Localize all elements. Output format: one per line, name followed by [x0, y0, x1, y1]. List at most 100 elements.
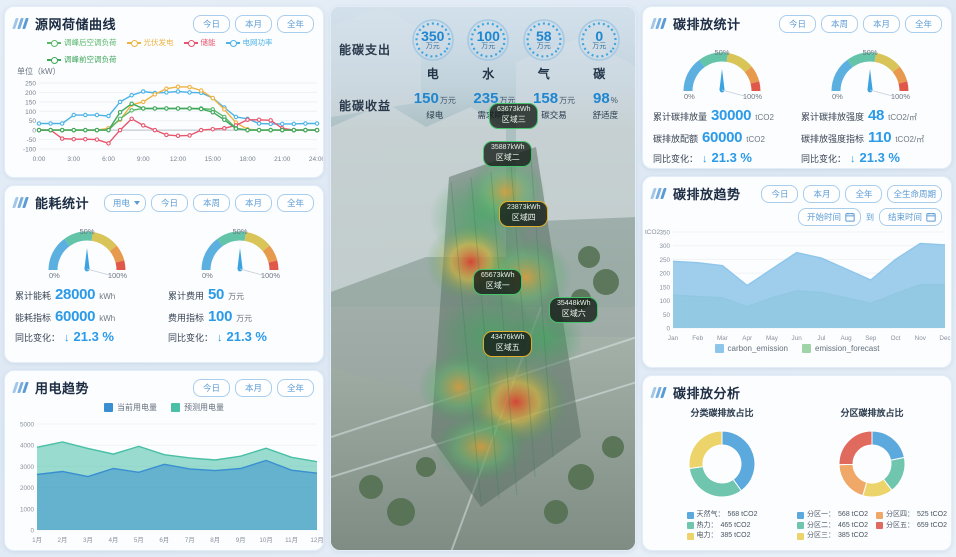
legend-item[interactable]: 预测用电量: [171, 402, 224, 413]
tab-week[interactable]: 本周: [192, 193, 230, 212]
panel-title-carbon-stats: 碳排放统计: [673, 17, 741, 32]
expense-kpi[interactable]: 350 万元 电: [410, 17, 456, 82]
zone-tooltip[interactable]: 63673kWh 区域三: [489, 103, 539, 129]
tab-month[interactable]: 本月: [234, 14, 272, 33]
tab-month[interactable]: 本月: [234, 193, 272, 212]
legend-item[interactable]: 当前用电量: [104, 402, 157, 413]
tab-year[interactable]: 全年: [276, 14, 314, 33]
tab-month[interactable]: 本月: [803, 184, 841, 203]
metric-value: 60000: [702, 128, 743, 146]
svg-text:5000: 5000: [20, 422, 35, 429]
gauge-dial: 50% 0% 100%: [201, 227, 280, 280]
tab-year[interactable]: 全年: [276, 193, 314, 212]
svg-text:-50: -50: [27, 137, 37, 144]
kpi-caption: 舒适度: [592, 109, 619, 120]
income-kpi[interactable]: 98% 舒适度: [592, 90, 619, 121]
gauge-dial: 50% 0% 100%: [683, 48, 762, 101]
energy-type-select[interactable]: 用电: [103, 193, 146, 212]
metric-value: 28000: [55, 286, 96, 303]
zone-tooltip[interactable]: 23873kWh 区域四: [499, 201, 549, 227]
panel-title-energy-stats: 能耗统计: [35, 196, 90, 211]
legend-value: 659 tCO2: [917, 521, 947, 529]
legend-item[interactable]: 调峰后空调负荷: [47, 37, 117, 48]
legend-swatch-icon: [714, 344, 724, 353]
start-date-input[interactable]: 开始时间: [797, 208, 861, 226]
svg-text:Jan: Jan: [668, 335, 679, 342]
legend-item[interactable]: 电网功率: [225, 37, 273, 48]
svg-text:4月: 4月: [108, 536, 118, 544]
legend-label: 调峰前空调负荷: [64, 55, 117, 64]
tab-lifecycle[interactable]: 全生命周期: [887, 184, 942, 203]
legend-marker-icon: [126, 39, 141, 47]
legend-item[interactable]: 热力： 465 tCO2: [686, 521, 758, 532]
gauge-metric-row: 累计碳排放量 30000 tCO2: [653, 105, 793, 127]
legend-item[interactable]: 电力： 385 tCO2: [686, 531, 758, 542]
legend-item[interactable]: 分区二： 465 tCO2: [797, 521, 868, 532]
tab-today[interactable]: 今日: [150, 193, 188, 212]
donut-title: 分类碳排放占比: [690, 408, 754, 418]
zone-tooltip[interactable]: 65673kWh 区域一: [473, 269, 523, 295]
income-kpi[interactable]: 158万元 碳交易: [533, 90, 575, 121]
zone-tooltip[interactable]: 43476kWh 区域五: [483, 331, 533, 357]
legend-swatch-icon: [802, 344, 811, 353]
metric-label: 能耗指标: [15, 312, 52, 323]
legend-label: 分区一：: [807, 511, 836, 518]
svg-text:1月: 1月: [32, 536, 42, 544]
zone-value: 35887kWh: [491, 144, 525, 151]
legend-item[interactable]: carbon_emission: [714, 344, 788, 353]
legend-value: 568 tCO2: [838, 511, 868, 518]
legend-item[interactable]: 分区五： 659 tCO2: [876, 521, 947, 532]
tab-year[interactable]: 全年: [904, 14, 942, 33]
tab-today[interactable]: 今日: [778, 14, 816, 33]
svg-text:8月: 8月: [210, 536, 220, 544]
panel-title-carbon-trend: 碳排放趋势: [673, 187, 741, 202]
svg-text:6月: 6月: [159, 536, 169, 544]
zone-name: 区域三: [501, 114, 526, 124]
kpi-unit: 万元: [425, 42, 440, 50]
tab-month[interactable]: 本月: [862, 14, 900, 33]
legend-item[interactable]: 光伏发电: [126, 37, 174, 48]
svg-text:May: May: [766, 335, 779, 342]
legend-item[interactable]: 分区三： 385 tCO2: [797, 531, 868, 542]
tab-year[interactable]: 全年: [276, 378, 314, 397]
zone-tooltip[interactable]: 35887kWh 区域二: [483, 141, 533, 167]
zone-tooltip[interactable]: 35448kWh 区域六: [549, 297, 599, 323]
svg-text:200: 200: [25, 90, 36, 97]
end-date-input[interactable]: 结束时间: [878, 208, 942, 226]
svg-text:0%: 0%: [49, 271, 60, 280]
legend-item[interactable]: 分区四： 525 tCO2: [876, 510, 947, 521]
expense-kpi[interactable]: 100 万元 水: [465, 17, 511, 82]
date-range-controls: 开始时间 到 结束时间: [643, 205, 951, 226]
panel-source-grid-curve: 源网荷储曲线 今日 本月 全年 调峰后空调负荷 光伏发电 储能 电网功率 调峰前…: [4, 6, 324, 178]
gauge-delta-row: 同比变化： ↓ 21.3 %: [653, 149, 793, 168]
panel-3d-campus-view[interactable]: 能碳支出 350 万元 电 100 万元 水: [330, 6, 636, 551]
expense-kpi[interactable]: 58 万元 气: [521, 17, 567, 82]
legend-label: 储能: [200, 38, 216, 47]
tab-month[interactable]: 本月: [234, 378, 272, 397]
expense-kpi[interactable]: 0 万元 碳: [576, 17, 622, 82]
svg-text:tCO2: tCO2: [645, 229, 661, 236]
metric-unit: 万元: [236, 313, 253, 323]
metric-unit: tCO2/㎡: [888, 113, 918, 122]
tab-today[interactable]: 今日: [761, 184, 799, 203]
gauge-group-carbon: 50% 0% 100% 累计碳排放量 30000 tCO2 碳排放配额 6000…: [643, 35, 951, 168]
legend-item[interactable]: 调峰前空调负荷: [47, 54, 117, 65]
legend-item[interactable]: 天然气： 568 tCO2: [686, 510, 757, 521]
legend-item[interactable]: emission_forecast: [802, 344, 879, 353]
tab-year[interactable]: 全年: [845, 184, 883, 203]
svg-text:0: 0: [30, 528, 34, 535]
legend-label: 分区四：: [886, 511, 914, 518]
tab-week[interactable]: 本周: [820, 14, 858, 33]
legend-swatch-icon: [171, 403, 180, 412]
kpi-unit: 万元: [499, 96, 516, 105]
svg-text:100%: 100%: [107, 271, 127, 280]
donut-legend-column: 分区一： 568 tCO2 分区二： 465 tCO2 分区三： 385 tCO…: [797, 510, 868, 542]
gauge-metric-row: 累计能耗 28000 kWh: [15, 284, 160, 306]
tab-today[interactable]: 今日: [192, 14, 230, 33]
tab-today[interactable]: 今日: [192, 378, 230, 397]
metric-label: 累计碳排放强度: [801, 112, 865, 122]
legend-item[interactable]: 分区一： 568 tCO2: [797, 510, 868, 521]
income-kpi[interactable]: 150万元 绿电: [414, 90, 456, 121]
legend-item[interactable]: 储能: [183, 37, 216, 48]
gauge-unit: 50% 0% 100% 累计能耗 28000 kWh 能耗指标 60000 kW…: [11, 220, 164, 346]
